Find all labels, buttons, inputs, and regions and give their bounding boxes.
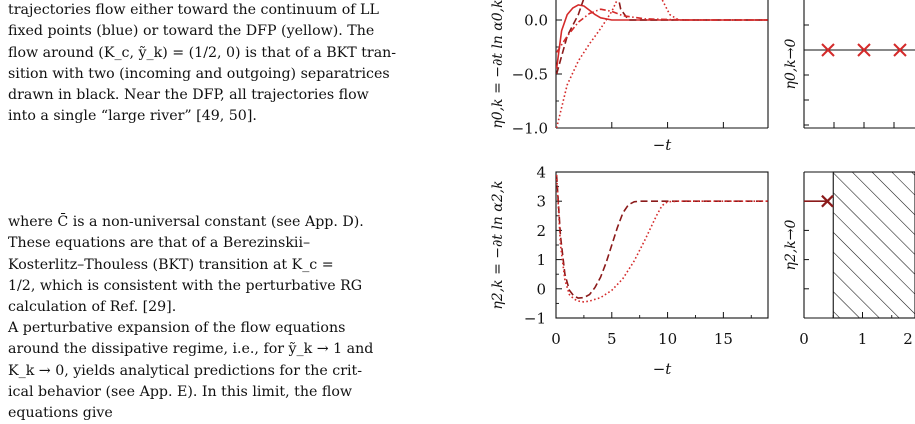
y-tick-label: 3: [536, 193, 546, 211]
x-tick-label: 0: [799, 330, 809, 348]
y-axis-label: η0,k = −∂t ln α0,k: [490, 0, 506, 129]
y-tick-label: −0.5: [512, 66, 548, 84]
x-tick-label: 1: [858, 330, 868, 348]
x-tick-label: 10: [658, 330, 677, 348]
caption-line: drawn in black. Near the DFP, all trajec…: [8, 87, 369, 104]
body-line: calculation of Ref. [29].: [8, 299, 177, 316]
caption-line: trajectories flow either toward the cont…: [8, 2, 379, 18]
hatched-region: [832, 171, 915, 319]
body-line: ical behavior (see App. E). In this limi…: [8, 383, 353, 400]
caption-line: into a single “large river” [49, 50].: [8, 108, 257, 125]
body-line: 1/2, which is consistent with the pertur…: [8, 277, 363, 294]
series-line-dashed: [556, 174, 768, 299]
body-line: K_k → 0, yields analytical predictions f…: [8, 362, 363, 379]
y-axis-label: η2,k→0: [783, 219, 799, 270]
caption-line: sition with two (incoming and outgoing) …: [8, 65, 390, 82]
body-paragraph-1: where C̄ is a non-universal constant (se…: [8, 212, 460, 318]
curves: [556, 0, 768, 128]
y-tick-label: 0: [536, 280, 546, 298]
panel-top-left: −1.0−0.50.00.5−tη0,k = −∂t ln α0,k: [490, 0, 769, 154]
y-axis-label: η0,k→0: [783, 38, 799, 89]
paper-text-column: trajectories flow either toward the cont…: [0, 0, 462, 421]
body-line: These equations are that of a Berezinski…: [8, 235, 311, 252]
y-tick-label: −1.0: [512, 120, 548, 138]
x-tick-label: 0: [551, 330, 561, 348]
data-marker-x: [857, 43, 871, 57]
body-line: where C̄ is a non-universal constant (se…: [8, 214, 364, 230]
y-axis-label: η2,k = −∂t ln α2,k: [490, 180, 506, 309]
series-line-solid: [556, 4, 768, 69]
marker-stroke: [857, 43, 871, 57]
series-line-dashed: [556, 0, 768, 75]
x-tick-label: 2: [903, 330, 913, 348]
body-line: A perturbative expansion of the flow equ…: [8, 320, 346, 336]
data-marker-x: [821, 194, 834, 208]
figure-svg: −1.0−0.50.00.5−tη0,k = −∂t ln α0,k η0,k→…: [490, 0, 915, 378]
data-marker-x: [893, 43, 907, 57]
panel-top-right: η0,k→0: [783, 0, 915, 129]
x-tick-label: 5: [607, 330, 617, 348]
y-tick-label: −1: [524, 310, 546, 328]
body-line: Kosterlitz–Thouless (BKT) transition at …: [8, 256, 334, 273]
marker-stroke: [821, 43, 835, 57]
y-tick-label: 4: [536, 164, 546, 182]
data-marker-x: [821, 43, 835, 57]
caption-line: flow around (K_c, ỹ_k) = (1/2, 0) is tha…: [8, 44, 397, 61]
figure: −1.0−0.50.00.5−tη0,k = −∂t ln α0,k η0,k→…: [462, 0, 915, 403]
caption-line: fixed points (blue) or toward the DFP (y…: [8, 23, 375, 40]
series-line-dashdot: [556, 8, 768, 53]
body-line: equations give: [8, 405, 113, 422]
x-axis-label: −t: [653, 360, 673, 378]
y-tick-label: 1: [536, 251, 546, 269]
y-tick-label: 0.0: [524, 12, 548, 30]
marker-stroke: [821, 194, 834, 208]
x-axis-label: −t: [653, 136, 673, 154]
curves: [556, 174, 768, 303]
body-line: around the dissipative regime, i.e., for…: [8, 341, 374, 358]
x-tick-label: 15: [714, 330, 733, 348]
body-paragraph-2: A perturbative expansion of the flow equ…: [8, 318, 460, 424]
figure-caption: trajectories flow either toward the cont…: [8, 0, 460, 128]
y-tick-label: 2: [536, 222, 546, 240]
series-line-dotted: [556, 0, 768, 128]
marker-stroke: [893, 43, 907, 57]
panel-bottom-right: 0 1 2 η2,k→0: [783, 171, 915, 348]
panel-bottom-left: −1 0 1 2 3 4 0 5 10 15 −t η2,k = −∂t ln α2,k: [490, 164, 769, 378]
series-line-dotted: [556, 174, 768, 303]
